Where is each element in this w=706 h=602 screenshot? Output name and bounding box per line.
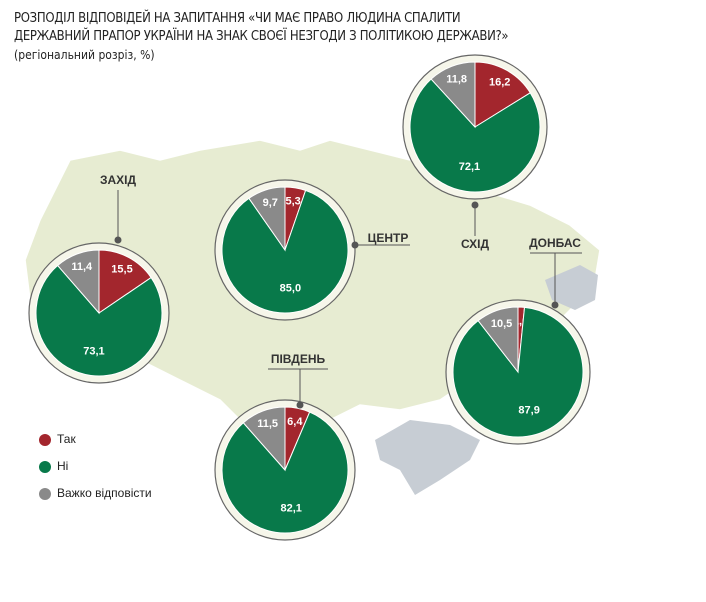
pie-slice — [221, 189, 349, 314]
region-label: ЦЕНТР — [368, 231, 409, 245]
connector — [530, 252, 582, 305]
connector-dot — [551, 301, 559, 309]
legend-label: Ні — [57, 459, 68, 473]
pie-slice — [430, 61, 476, 129]
header: РОЗПОДІЛ ВІДПОВІДЕЙ НА ЗАПИТАННЯ «ЧИ МАЄ… — [14, 10, 534, 65]
data-label: 73,1 — [83, 346, 104, 358]
data-label: 6,4 — [287, 416, 303, 428]
data-label: 11,4 — [71, 261, 93, 273]
connector-dot — [351, 241, 359, 249]
data-label: 87,9 — [518, 405, 539, 417]
data-label: 82,1 — [281, 502, 302, 514]
connector-dot — [114, 236, 122, 244]
data-label: 72,1 — [459, 161, 480, 173]
pie-slice — [248, 186, 286, 252]
pie-slice — [98, 249, 152, 314]
region-label: ПІВДЕНЬ — [271, 352, 326, 366]
pie-slice — [221, 411, 349, 534]
data-label: 11,5 — [257, 418, 278, 430]
pie-slice — [477, 306, 519, 374]
data-label: 5,3 — [285, 195, 300, 207]
region-label: ЗАХІД — [100, 173, 137, 187]
region-label: СХІД — [461, 237, 490, 251]
legend-swatch — [39, 488, 51, 500]
crimea — [375, 420, 480, 495]
donbas-area — [545, 265, 598, 310]
connector — [268, 368, 328, 405]
pie-slice — [35, 264, 163, 377]
pie-slice — [56, 249, 100, 315]
connector-dot — [296, 401, 304, 409]
pie-slice — [409, 78, 541, 193]
subtitle: (регіональний розріз, %) — [14, 48, 155, 62]
pie-slice — [242, 406, 286, 472]
title: РОЗПОДІЛ ВІДПОВІДЕЙ НА ЗАПИТАННЯ «ЧИ МАЄ… — [14, 11, 509, 44]
connector-dot — [471, 201, 479, 209]
data-label: 15,5 — [111, 263, 132, 275]
legend-label: Важко відповісти — [57, 486, 152, 500]
legend-swatch — [39, 461, 51, 473]
data-label: 10,5 — [491, 318, 512, 330]
data-label: 9,7 — [263, 197, 278, 209]
data-label: 16,2 — [489, 77, 510, 89]
data-label: 11,8 — [446, 74, 467, 86]
region-label: ДОНБАС — [529, 236, 581, 250]
legend-swatch — [39, 434, 51, 446]
data-label: 85,0 — [280, 283, 301, 295]
legend-label: Так — [57, 432, 76, 446]
pie-slice — [474, 61, 531, 128]
